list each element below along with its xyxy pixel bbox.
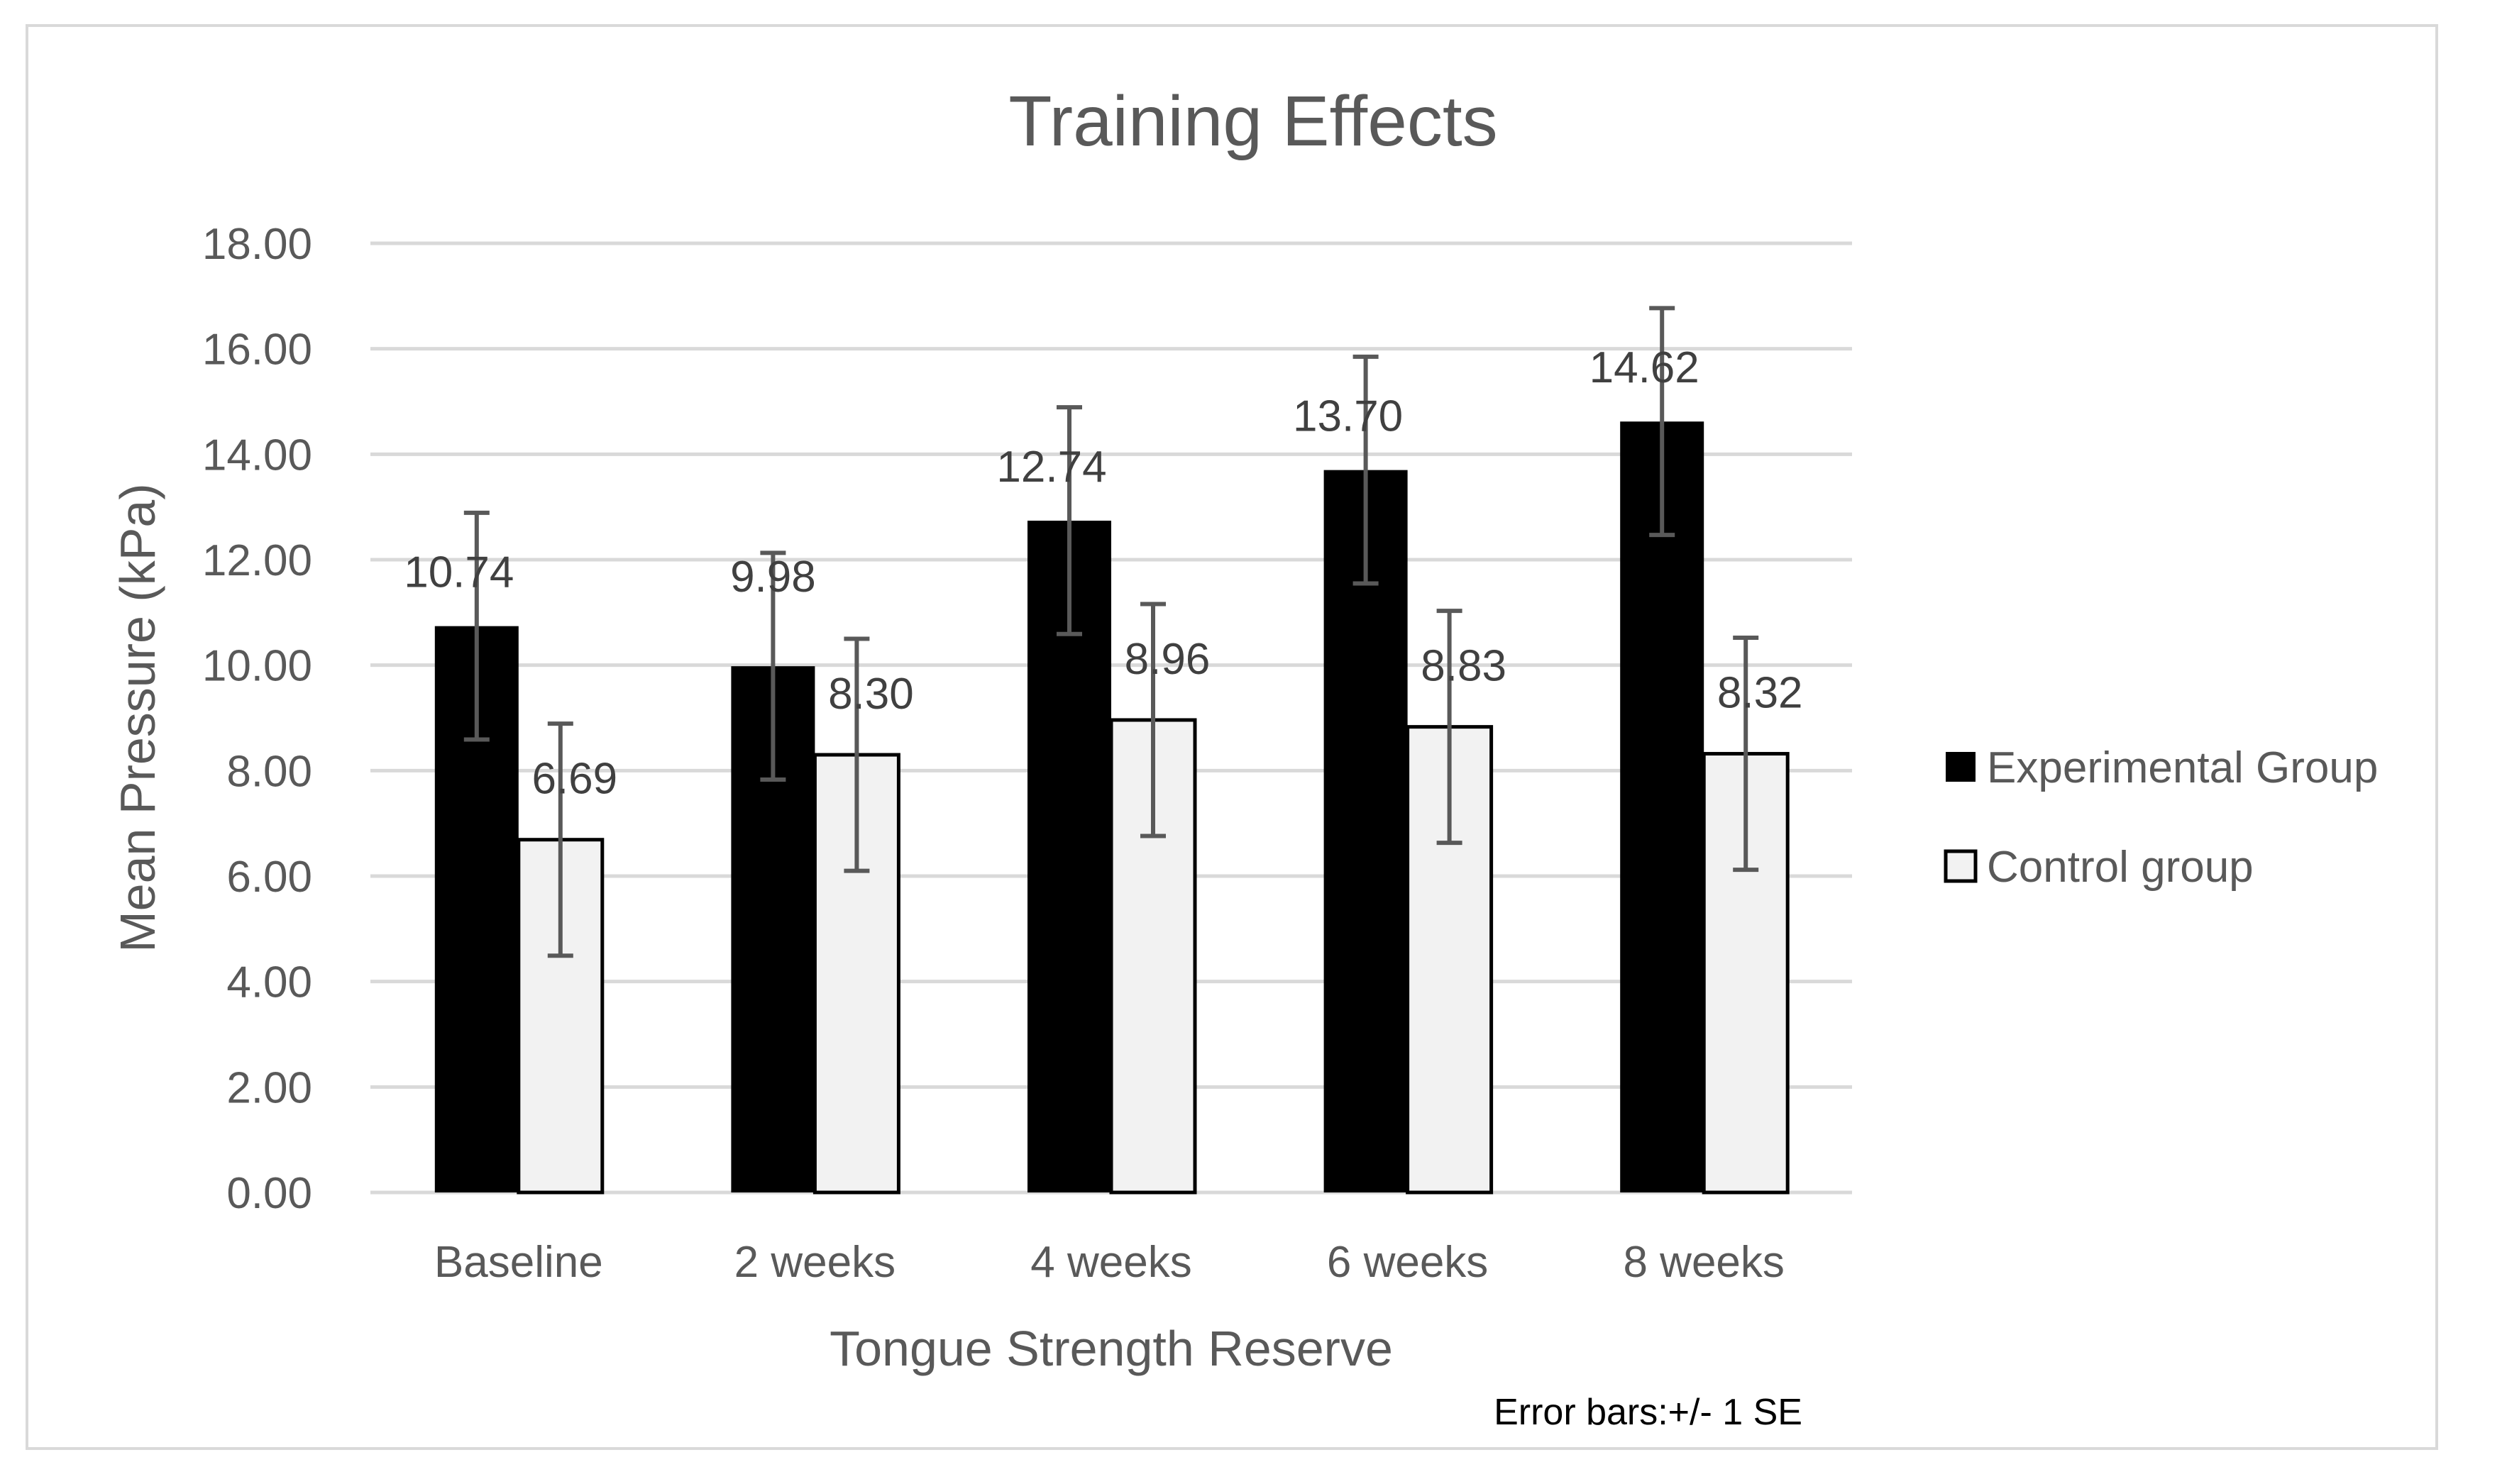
y-tick-label: 8.00 — [226, 747, 312, 796]
data-label: 8.30 — [828, 670, 914, 719]
data-label: 6.69 — [531, 755, 617, 804]
bar-control — [517, 838, 605, 1195]
legend-item: Control group — [1944, 843, 2254, 892]
error-bars — [463, 306, 1759, 958]
x-tick-label: 6 weeks — [1327, 1238, 1488, 1287]
y-axis-title: Mean Pressure (kPa) — [110, 483, 165, 952]
data-label: 13.70 — [1293, 392, 1403, 441]
data-label: 9.98 — [730, 553, 816, 602]
legend-swatch — [1944, 849, 1978, 883]
y-tick-label: 2.00 — [226, 1063, 312, 1112]
legend: Experimental Group Control group — [1944, 743, 2378, 892]
x-axis-title: Tongue Strength Reserve — [830, 1321, 1393, 1376]
error-bar — [1649, 306, 1675, 538]
category-labels: Baseline 2 weeks 4 weeks 6 weeks 8 weeks — [434, 1238, 1785, 1287]
data-label: 12.74 — [996, 443, 1106, 492]
error-bar — [1057, 405, 1082, 636]
bars — [434, 421, 1790, 1195]
legend-label: Experimental Group — [1987, 743, 2378, 792]
y-tick-label: 14.00 — [202, 431, 312, 480]
error-bar-note: Error bars:+/- 1 SE — [1494, 1392, 1802, 1433]
data-label: 14.62 — [1589, 343, 1699, 392]
x-tick-label: 4 weeks — [1030, 1238, 1191, 1287]
bar-control — [812, 753, 900, 1195]
y-tick-label: 6.00 — [226, 853, 312, 902]
error-bar — [1140, 602, 1166, 838]
legend-label: Control group — [1987, 843, 2254, 892]
y-tick-labels: 0.00 2.00 4.00 6.00 8.00 10.00 12.00 14.00 16.00… — [202, 220, 312, 1218]
data-labels: 10.74 6.69 9.98 8.30 12.74 8.96 13.70 8.83 14.62… — [404, 343, 1802, 803]
error-bar — [1733, 636, 1759, 873]
error-bar — [844, 636, 870, 873]
y-tick-label: 16.00 — [202, 326, 312, 375]
chart-frame — [26, 24, 2438, 1450]
x-tick-label: Baseline — [434, 1238, 603, 1287]
error-bar — [547, 721, 573, 958]
legend-swatch — [1946, 752, 1976, 782]
data-label: 10.74 — [404, 548, 514, 597]
y-tick-label: 4.00 — [226, 958, 312, 1007]
y-tick-label: 0.00 — [226, 1169, 312, 1218]
y-tick-label: 12.00 — [202, 536, 312, 585]
bar-experimental — [1323, 470, 1408, 1192]
x-tick-label: 8 weeks — [1623, 1238, 1784, 1287]
y-tick-label: 10.00 — [202, 642, 312, 691]
error-bar — [1352, 354, 1379, 586]
y-tick-label: 18.00 — [202, 220, 312, 269]
error-bar — [760, 550, 786, 782]
data-label: 8.96 — [1125, 635, 1211, 684]
data-label: 8.83 — [1421, 642, 1506, 691]
gridlines — [370, 241, 1852, 1195]
x-tick-label: 2 weeks — [734, 1238, 896, 1287]
chart-title: Training Effects — [1008, 82, 1497, 161]
error-bar — [463, 510, 490, 742]
legend-item: Experimental Group — [1946, 743, 2378, 792]
data-label: 8.32 — [1717, 669, 1803, 718]
bar-experimental — [1620, 421, 1704, 1193]
error-bar — [1436, 609, 1462, 846]
